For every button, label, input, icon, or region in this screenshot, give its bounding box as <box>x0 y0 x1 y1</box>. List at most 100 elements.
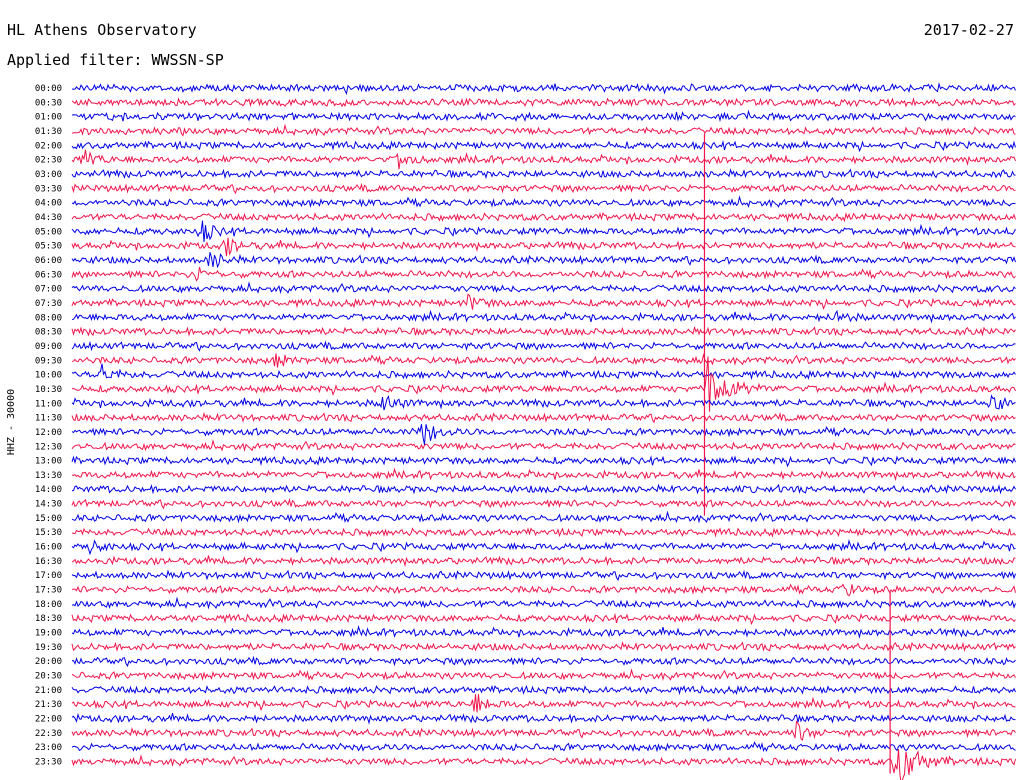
row-tick-label: 07:30 <box>35 299 62 309</box>
row-tick-label: 11:00 <box>35 399 62 409</box>
trace-row <box>71 720 1016 741</box>
trace-row <box>71 749 1016 780</box>
row-tick-label: 20:30 <box>35 672 62 682</box>
trace-row <box>71 356 1016 412</box>
row-tick-label: 21:00 <box>35 686 62 696</box>
row-tick-label: 11:30 <box>35 414 62 424</box>
trace-row <box>71 149 1016 170</box>
row-tick-label: 15:00 <box>35 514 62 524</box>
row-tick-label: 02:00 <box>35 141 62 151</box>
row-tick-label: 05:30 <box>35 242 62 252</box>
trace-row <box>71 394 1016 411</box>
row-tick-label: 17:00 <box>35 571 62 581</box>
row-tick-label: 10:30 <box>35 385 62 395</box>
row-tick-label: 23:30 <box>35 758 62 768</box>
trace-row <box>71 325 1016 337</box>
row-tick-label: 05:00 <box>35 227 62 237</box>
trace-row <box>71 527 1016 538</box>
y-axis-label: HHZ - 30000 <box>6 389 17 455</box>
trace-row <box>71 694 1016 713</box>
trace-row <box>71 182 1016 195</box>
row-tick-label: 09:00 <box>35 342 62 352</box>
row-tick-label: 08:00 <box>35 313 62 323</box>
row-tick-label: 10:00 <box>35 371 62 381</box>
row-tick-label: 17:30 <box>35 586 62 596</box>
row-tick-label: 12:30 <box>35 442 62 452</box>
row-tick-label: 16:00 <box>35 543 62 553</box>
row-tick-label: 01:30 <box>35 127 62 137</box>
row-tick-label: 07:00 <box>35 285 62 295</box>
row-tick-label: 00:30 <box>35 98 62 108</box>
trace-row <box>71 123 1016 137</box>
trace-row <box>71 510 1016 524</box>
row-tick-label: 02:30 <box>35 156 62 166</box>
trace-row <box>71 220 1016 243</box>
trace-row <box>71 668 1016 682</box>
row-tick-label: 06:00 <box>35 256 62 266</box>
trace-row <box>71 712 1016 725</box>
trace-row <box>71 293 1016 310</box>
row-tick-label: 03:30 <box>35 184 62 194</box>
row-tick-label: 00:00 <box>35 84 62 94</box>
row-tick-label: 09:30 <box>35 356 62 366</box>
filter-label: Applied filter: WWSSN-SP <box>7 51 224 69</box>
trace-row <box>71 467 1016 482</box>
long-spikes <box>703 133 891 774</box>
row-labels: 00:00 00:30 01:00 01:30 02:00 02:30 03:00 03:30… <box>35 84 62 768</box>
trace-row <box>72 583 1016 597</box>
trace-row <box>71 655 1016 668</box>
row-tick-label: 19:30 <box>35 643 62 653</box>
row-tick-label: 22:00 <box>35 715 62 725</box>
row-tick-label: 03:00 <box>35 170 62 180</box>
row-tick-label: 18:30 <box>35 614 62 624</box>
trace-row <box>71 252 1016 269</box>
trace-row <box>71 281 1016 295</box>
trace-row <box>71 555 1016 568</box>
row-tick-label: 15:30 <box>35 528 62 538</box>
trace-row <box>71 455 1016 468</box>
row-tick-label: 23:00 <box>35 743 62 753</box>
trace-row <box>71 497 1016 510</box>
trace-row <box>71 612 1016 626</box>
row-tick-label: 06:30 <box>35 270 62 280</box>
trace-row <box>71 424 1016 445</box>
row-tick-label: 12:00 <box>35 428 62 438</box>
trace-row <box>71 539 1016 556</box>
trace-row <box>71 596 1016 610</box>
row-tick-label: 18:00 <box>35 600 62 610</box>
row-tick-label: 04:30 <box>35 213 62 223</box>
trace-row <box>71 168 1016 180</box>
row-tick-label: 13:00 <box>35 457 62 467</box>
trace-row <box>71 569 1016 582</box>
trace-row <box>71 109 1016 123</box>
row-tick-label: 14:00 <box>35 485 62 495</box>
trace-row <box>71 625 1016 639</box>
trace-row <box>71 352 1016 368</box>
trace-row <box>71 483 1016 495</box>
trace-row <box>71 438 1016 452</box>
traces <box>71 82 1016 780</box>
station-title: HL Athens Observatory <box>7 21 197 39</box>
row-tick-label: 14:30 <box>35 500 62 510</box>
trace-row <box>71 309 1016 324</box>
trace-row <box>71 266 1016 282</box>
trace-row <box>71 195 1016 209</box>
trace-row <box>71 741 1016 753</box>
date-label: 2017-02-27 <box>923 21 1014 39</box>
trace-row <box>71 411 1016 424</box>
row-tick-label: 20:00 <box>35 657 62 667</box>
trace-row <box>71 82 1016 96</box>
row-tick-label: 21:30 <box>35 700 62 710</box>
row-tick-label: 22:30 <box>35 729 62 739</box>
row-tick-label: 08:30 <box>35 328 62 338</box>
trace-row <box>71 684 1016 696</box>
row-tick-label: 16:30 <box>35 557 62 567</box>
row-tick-label: 01:00 <box>35 113 62 123</box>
trace-row <box>71 363 1016 381</box>
trace-row <box>71 97 1016 108</box>
trace-row <box>71 237 1016 257</box>
trace-row <box>71 641 1016 653</box>
trace-row <box>71 212 1016 223</box>
row-tick-label: 04:00 <box>35 199 62 209</box>
